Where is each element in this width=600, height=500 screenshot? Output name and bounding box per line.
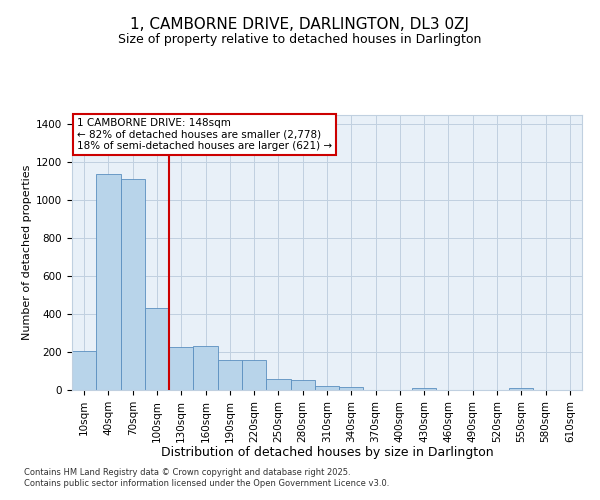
Bar — [169, 348, 193, 390]
Bar — [242, 360, 266, 390]
X-axis label: Distribution of detached houses by size in Darlington: Distribution of detached houses by size … — [161, 446, 493, 459]
Text: Contains HM Land Registry data © Crown copyright and database right 2025.
Contai: Contains HM Land Registry data © Crown c… — [24, 468, 389, 487]
Bar — [412, 388, 436, 390]
Bar — [218, 360, 242, 390]
Bar — [290, 380, 315, 390]
Y-axis label: Number of detached properties: Number of detached properties — [22, 165, 32, 340]
Text: Size of property relative to detached houses in Darlington: Size of property relative to detached ho… — [118, 32, 482, 46]
Bar — [121, 180, 145, 390]
Bar — [315, 386, 339, 390]
Text: 1, CAMBORNE DRIVE, DARLINGTON, DL3 0ZJ: 1, CAMBORNE DRIVE, DARLINGTON, DL3 0ZJ — [131, 18, 470, 32]
Bar — [509, 388, 533, 390]
Bar — [339, 387, 364, 390]
Text: 1 CAMBORNE DRIVE: 148sqm
← 82% of detached houses are smaller (2,778)
18% of sem: 1 CAMBORNE DRIVE: 148sqm ← 82% of detach… — [77, 118, 332, 151]
Bar — [193, 346, 218, 390]
Bar — [145, 308, 169, 390]
Bar — [72, 351, 96, 390]
Bar — [266, 378, 290, 390]
Bar — [96, 174, 121, 390]
